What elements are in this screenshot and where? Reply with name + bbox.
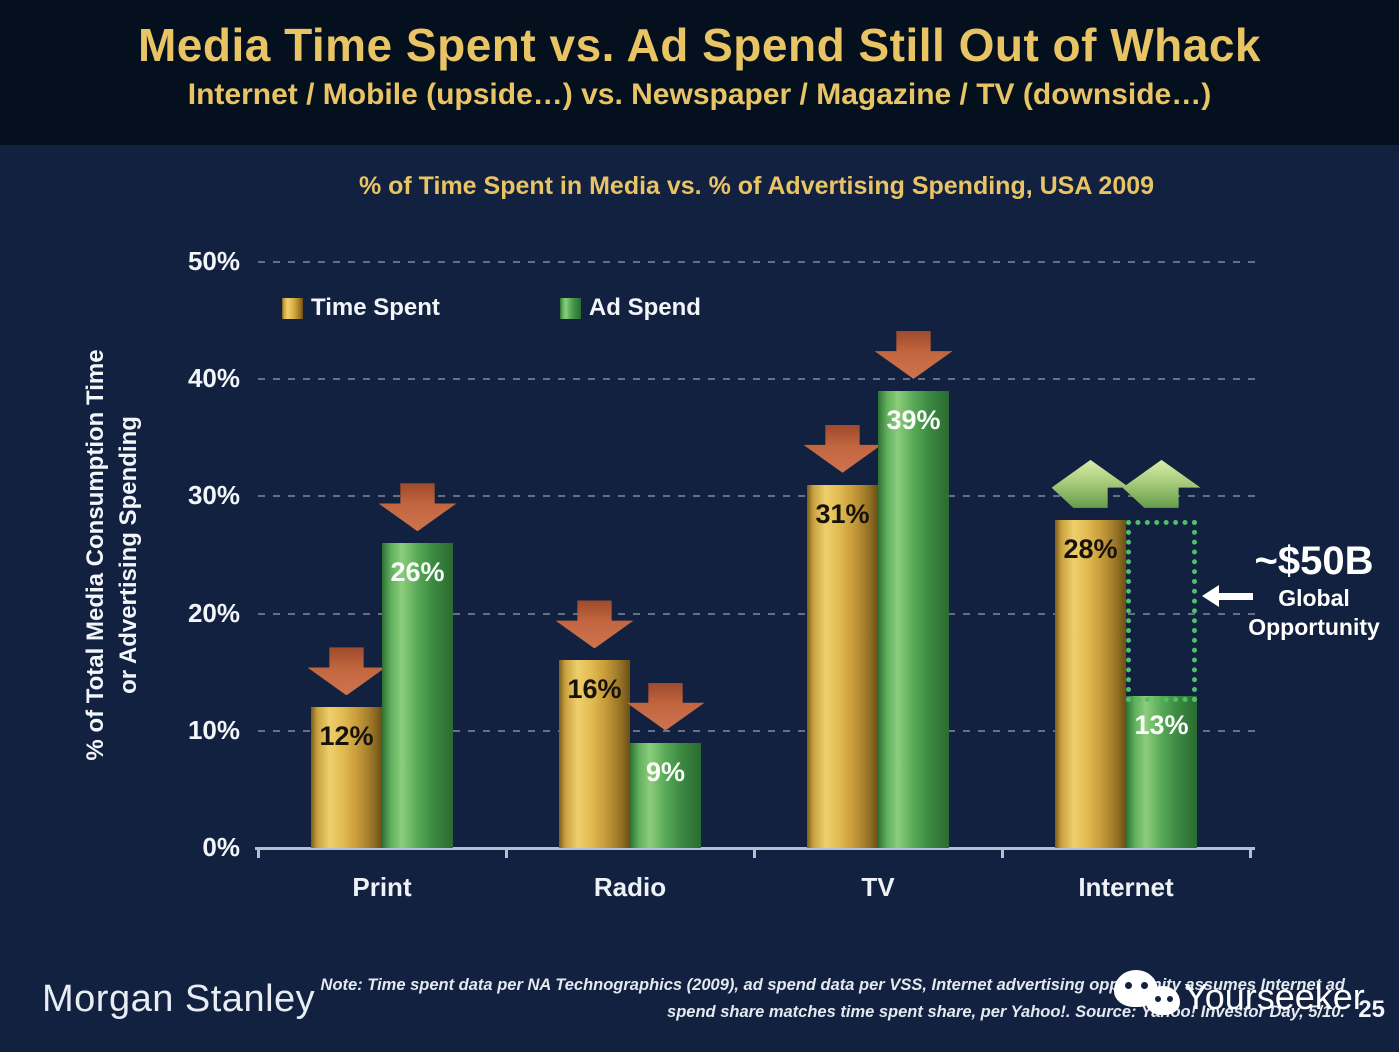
baseline-tick [753,848,756,858]
y-axis-label-line1: % of Total Media Consumption Time [82,349,109,761]
watermark-text: Yourseeker [1184,976,1365,1017]
y-tick-label-0: 0% [202,832,240,862]
chat-bubble-small [1146,986,1180,1015]
trend-arrow-down-icon-print-time-spent [307,647,386,696]
bar-tv-ad-spend: 39% [878,390,949,848]
y-tick-label-50: 50% [187,246,240,276]
opportunity-gap-box [1126,519,1197,702]
trend-arrow-down-icon-radio-time-spent [555,600,634,649]
gridline-20 [258,612,1255,615]
bar-radio-ad-spend: 9% [630,742,701,848]
bar-value-label-radio-time-spent: 16% [567,674,622,705]
legend-swatch-time-spent [282,297,303,319]
gridline-40 [258,378,1255,381]
annotation-left-arrow-icon [1202,585,1253,607]
slide-header: Media Time Spent vs. Ad Spend Still Out … [0,0,1399,145]
y-tick-label-30: 30% [187,480,240,511]
baseline-tick [257,848,260,858]
bar-value-label-print-time-spent: 12% [319,721,374,752]
baseline-tick [1001,848,1004,858]
legend-item-ad-spend: Ad Spend [559,294,701,322]
trend-arrow-down-icon-radio-ad-spend [626,682,705,731]
y-axis-label-line2: or Advertising Spending [115,416,142,694]
bar-print-ad-spend: 26% [382,543,453,848]
gridline-30 [258,495,1255,498]
y-tick-label-20: 20% [187,597,240,628]
chart-title: % of Time Spent in Media vs. % of Advert… [358,172,1155,200]
bar-value-label-tv-time-spent: 31% [815,498,870,529]
morgan-stanley-logo: Morgan Stanley [42,978,316,1020]
bar-value-label-internet-ad-spend: 13% [1134,709,1189,740]
bar-radio-time-spent: 16% [559,660,630,848]
opportunity-label-line1: Global [1278,585,1350,611]
bar-value-label-tv-ad-spend: 39% [886,404,941,435]
bar-internet-time-spent: 28% [1055,519,1126,848]
bar-tv-time-spent: 31% [807,484,878,848]
baseline-tick [1249,848,1252,858]
trend-arrow-up-icon-internet-ad-spend [1122,459,1201,508]
slide-title: Media Time Spent vs. Ad Spend Still Out … [137,19,1262,71]
trend-arrow-up-icon-internet-time-spent [1051,459,1130,508]
opportunity-value: ~$50B [1254,539,1374,583]
bar-print-time-spent: 12% [311,707,382,848]
legend-label-time-spent: Time Spent [311,294,440,321]
trend-arrow-down-icon-tv-time-spent [803,424,882,473]
legend-label-ad-spend: Ad Spend [588,294,701,321]
legend: Time Spent Ad Spend [282,294,701,322]
legend-swatch-ad-spend [559,297,581,319]
bar-value-label-radio-ad-spend: 9% [645,756,686,787]
plot-area: Time Spent Ad Spend ~$50B Global Opportu… [188,246,1380,902]
opportunity-annotation: ~$50B Global Opportunity [1228,538,1399,642]
page-number: 25 [1358,996,1385,1023]
wechat-icon [1112,968,1182,1026]
slide-footer: Morgan Stanley Note: Time spent data per… [0,930,1399,1052]
category-label-internet: Internet [1078,872,1174,902]
trend-arrow-down-icon-print-ad-spend [378,483,457,532]
trend-arrow-down-icon-tv-ad-spend [874,330,953,379]
slide-subtitle: Internet / Mobile (upside…) vs. Newspape… [187,78,1212,111]
baseline-tick [505,848,508,858]
category-label-radio: Radio [593,872,667,902]
bar-internet-ad-spend: 13% [1126,695,1197,848]
category-label-tv: TV [861,872,895,902]
y-tick-label-10: 10% [187,714,240,745]
watermark: Yourseeker [1112,968,1365,1026]
legend-item-time-spent: Time Spent [282,294,440,322]
gridline-10 [258,729,1255,732]
gridline-50 [258,261,1255,263]
bar-value-label-print-ad-spend: 26% [390,557,445,588]
source-note-line1: Note: Time spent data per NA Technograph… [320,976,1345,994]
opportunity-label-line2: Opportunity [1248,614,1380,640]
category-label-print: Print [352,872,412,902]
y-tick-label-40: 40% [187,363,240,394]
bar-value-label-internet-time-spent: 28% [1063,533,1118,564]
y-axis-label: % of Total Media Consumption Time or Adv… [79,225,145,885]
